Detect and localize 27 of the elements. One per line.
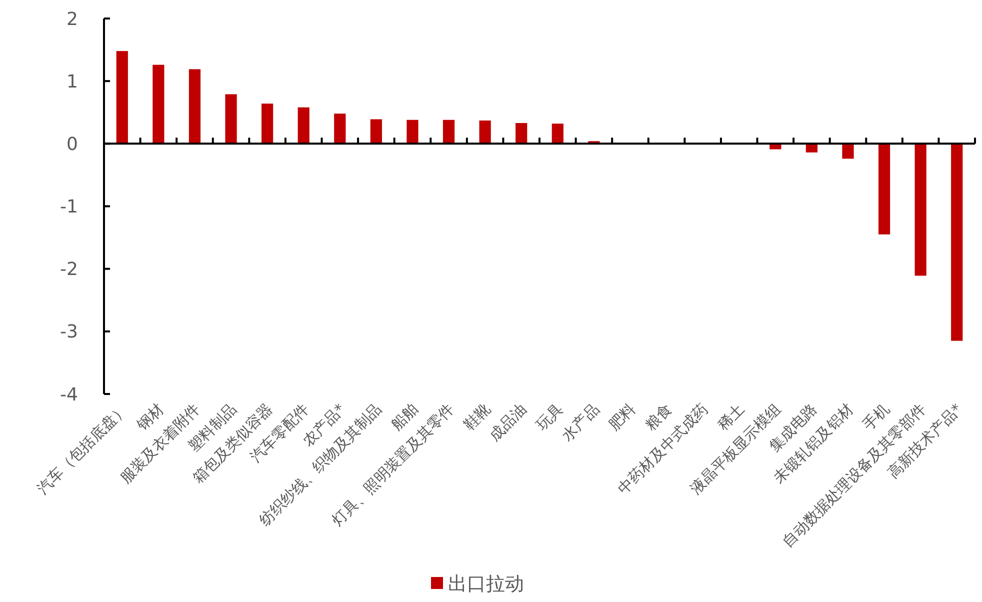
bar	[152, 64, 164, 144]
legend-label: 出口拉动	[448, 573, 524, 595]
bar	[406, 120, 418, 144]
x-tick-label: 肥料	[605, 400, 640, 434]
bar	[116, 51, 128, 144]
y-tick-label: -3	[60, 322, 78, 343]
bar	[188, 69, 201, 144]
y-tick-label: -4	[60, 384, 78, 406]
bar	[479, 120, 491, 144]
bar	[262, 104, 274, 144]
bar	[951, 144, 963, 341]
bar	[842, 144, 854, 159]
y-tick-label: 0	[66, 134, 78, 155]
bar	[298, 107, 310, 144]
bar	[516, 123, 528, 144]
y-tick-label: 2	[66, 8, 78, 30]
bar	[552, 124, 564, 144]
bar	[442, 120, 455, 144]
bar	[334, 114, 346, 144]
bar	[806, 144, 818, 152]
bar	[225, 94, 237, 144]
y-tick-label: -2	[60, 259, 78, 280]
bar	[370, 119, 382, 144]
bar	[914, 144, 926, 276]
bar	[878, 144, 890, 234]
y-tick-label: 1	[66, 71, 78, 92]
y-tick-label: -1	[60, 196, 78, 218]
